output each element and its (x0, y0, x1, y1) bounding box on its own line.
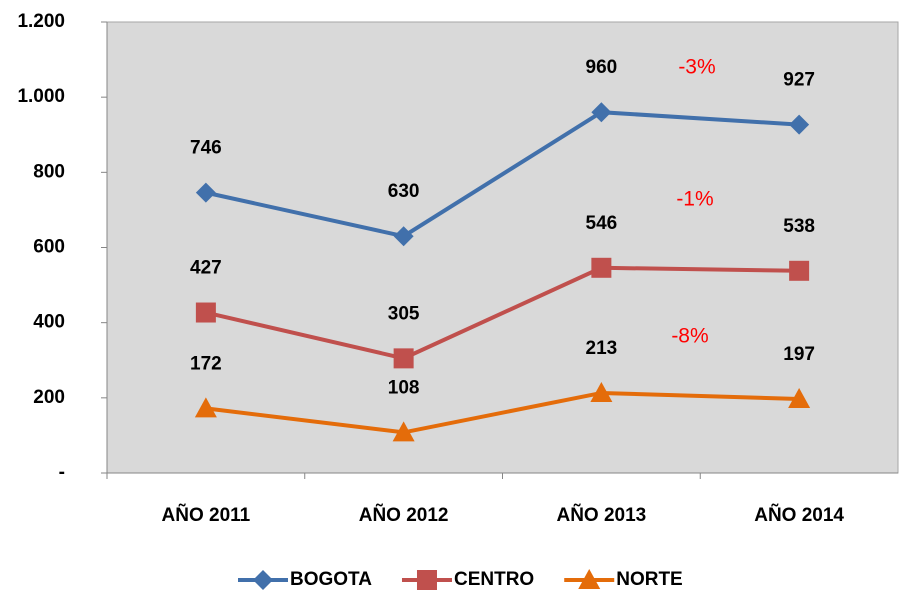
legend-label: NORTE (616, 569, 683, 590)
data-label: 197 (783, 344, 815, 365)
data-label: 108 (388, 377, 420, 398)
data-label: 427 (190, 258, 222, 279)
legend-item: BOGOTA (238, 569, 372, 590)
data-label: 305 (388, 303, 420, 324)
legend-label: CENTRO (454, 569, 534, 590)
marker (393, 226, 414, 247)
annotation: -1% (676, 188, 713, 211)
y-tick-label: 1.200 (17, 11, 65, 32)
x-tick-label: AÑO 2011 (162, 504, 251, 526)
legend-item: CENTRO (401, 569, 534, 590)
marker (393, 348, 414, 369)
series-line (205, 390, 800, 435)
data-label: 746 (190, 138, 222, 159)
series-line (205, 110, 800, 239)
marker (416, 570, 437, 590)
y-tick-label: 1.000 (17, 86, 65, 107)
marker (789, 114, 810, 135)
y-tick-label: 400 (33, 312, 65, 333)
marker (253, 570, 273, 590)
marker (590, 381, 613, 402)
annotation: -3% (678, 56, 715, 79)
marker (194, 397, 217, 418)
data-label: 927 (783, 70, 815, 91)
data-label: 630 (388, 181, 420, 202)
x-tick-label: AÑO 2014 (754, 504, 844, 526)
y-tick-label: 600 (33, 237, 65, 258)
data-label: 213 (586, 338, 618, 359)
legend-item: NORTE (564, 569, 683, 590)
marker (578, 569, 601, 589)
plot-area (106, 21, 899, 474)
x-tick-label: AÑO 2013 (556, 504, 646, 526)
y-tick-label: 800 (33, 161, 65, 182)
marker (195, 302, 216, 323)
annotation: -8% (671, 325, 708, 348)
data-label: 172 (190, 353, 222, 374)
legend-label: BOGOTA (290, 569, 372, 590)
marker (392, 421, 415, 442)
marker (788, 387, 811, 408)
x-tick-label: AÑO 2012 (359, 504, 449, 526)
data-label: 538 (783, 216, 815, 237)
marker (195, 182, 216, 203)
y-tick-label: - (59, 462, 65, 483)
y-tick-label: 200 (33, 387, 65, 408)
marker (789, 260, 810, 281)
series-line (205, 265, 800, 361)
data-label: 960 (586, 57, 618, 78)
data-label: 546 (586, 213, 618, 234)
marker (591, 102, 612, 123)
marker (591, 257, 612, 278)
